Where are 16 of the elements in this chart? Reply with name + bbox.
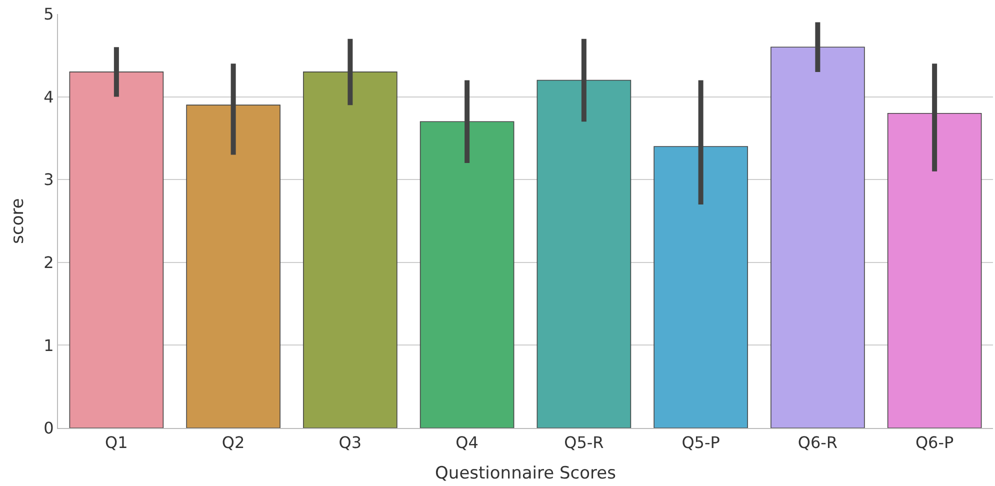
- x-tick-label: Q5-R: [564, 433, 604, 452]
- y-tick-label: 0: [44, 418, 54, 438]
- x-tick-label: Q4: [456, 433, 478, 452]
- y-tick-label: 2: [44, 253, 54, 272]
- y-tick-label: 5: [44, 4, 54, 24]
- y-axis-title: score: [8, 198, 28, 244]
- y-tick-label: 1: [44, 336, 54, 355]
- x-tick-label: Q6-R: [798, 433, 838, 452]
- y-tick-label: 4: [44, 87, 54, 106]
- x-axis-title: Questionnaire Scores: [435, 464, 616, 484]
- x-tick-label: Q6-P: [915, 433, 954, 452]
- y-tick-label: 3: [44, 170, 54, 190]
- x-tick-label: Q3: [338, 433, 362, 452]
- x-tick-label: Q5-P: [682, 433, 720, 452]
- x-tick-label: Q2: [222, 433, 245, 452]
- x-tick-label: Q1: [105, 433, 128, 452]
